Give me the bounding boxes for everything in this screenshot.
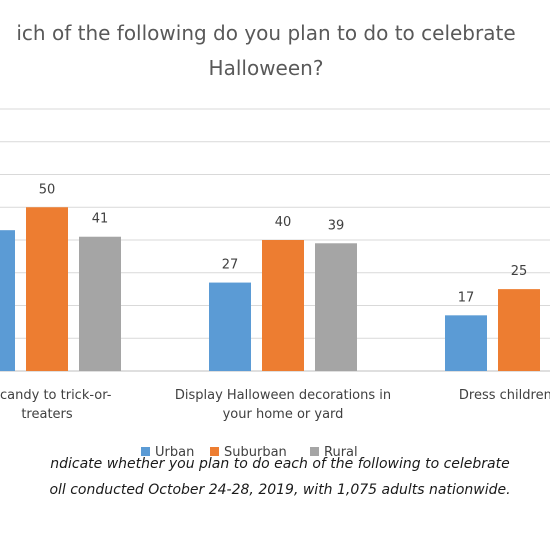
legend-item-urban: Urban xyxy=(141,445,194,460)
data-label: 50 xyxy=(39,182,56,197)
data-label: 41 xyxy=(92,212,109,227)
chart-title-line: Halloween? xyxy=(209,56,324,80)
chart-title: ich of the following do you plan to do t… xyxy=(16,21,515,80)
bar-suburban-3 xyxy=(498,289,540,371)
category-label: treaters xyxy=(21,407,73,422)
bar-rural-1 xyxy=(79,236,121,371)
data-label: 17 xyxy=(458,290,475,305)
data-label: 25 xyxy=(511,264,528,279)
data-label: 27 xyxy=(222,258,239,273)
data-label: 39 xyxy=(328,218,345,233)
legend-label: Rural xyxy=(324,445,358,460)
bar-urban-1 xyxy=(0,230,15,371)
legend-label: Suburban xyxy=(224,445,287,460)
category-labels: ut candy to trick-or-treaters Display Hal… xyxy=(0,388,550,422)
legend: Urban Suburban Rural xyxy=(141,445,358,460)
legend-label: Urban xyxy=(155,445,194,460)
data-labels: 350412740391725 xyxy=(39,182,528,305)
footnote-line-1: ndicate whether you plan to do each of t… xyxy=(50,456,510,472)
legend-item-suburban: Suburban xyxy=(210,445,287,460)
bar-rural-2 xyxy=(315,243,357,371)
category-label: ut candy to trick-or- xyxy=(0,388,112,403)
data-label: 40 xyxy=(275,215,292,230)
legend-swatch xyxy=(141,447,150,456)
bar-suburban-1 xyxy=(26,207,68,371)
legend-swatch xyxy=(210,447,219,456)
legend-swatch xyxy=(310,447,319,456)
category-label: your home or yard xyxy=(223,407,344,422)
bar-urban-2 xyxy=(209,282,251,371)
chart-title-line: ich of the following do you plan to do t… xyxy=(16,21,515,45)
category-label: Display Halloween decorations in xyxy=(175,388,391,403)
footnote-line-2: oll conducted October 24-28, 2019, with … xyxy=(49,482,511,498)
category-label: Dress children in c xyxy=(459,388,550,403)
bar-suburban-2 xyxy=(262,240,304,371)
legend-item-rural: Rural xyxy=(310,445,358,460)
bar-urban-3 xyxy=(445,315,487,371)
bars xyxy=(0,207,540,371)
